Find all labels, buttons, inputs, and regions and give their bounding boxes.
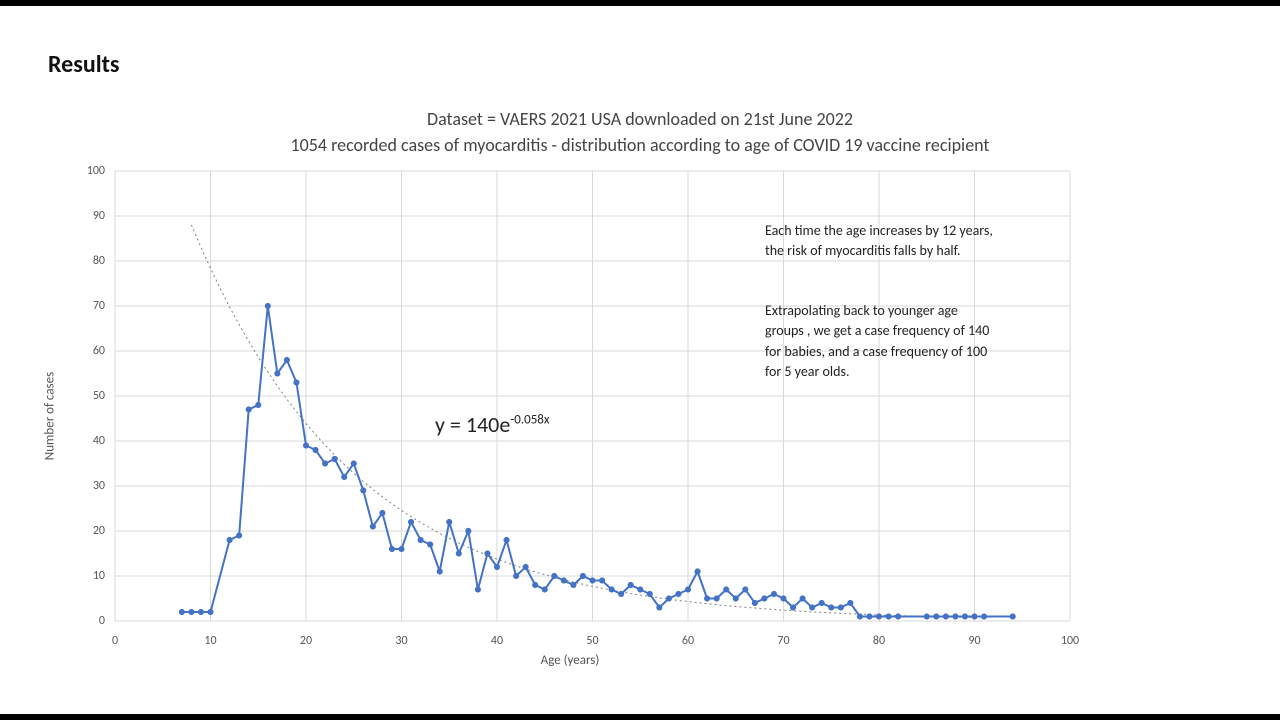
y-tick: 10 [75, 569, 105, 583]
y-axis-label: Number of cases [43, 372, 58, 460]
x-tick: 70 [777, 634, 789, 648]
x-tick: 50 [586, 634, 598, 648]
x-tick: 100 [1061, 634, 1079, 648]
x-tick: 80 [873, 634, 885, 648]
y-tick: 70 [75, 299, 105, 313]
y-tick: 90 [75, 209, 105, 223]
y-tick: 100 [75, 164, 105, 178]
y-tick: 50 [75, 389, 105, 403]
myocarditis-chart: Number of cases Age (years) y = 140e-0.0… [70, 166, 1070, 666]
trendline-equation: y = 140e-0.058x [435, 411, 550, 438]
subtitle-line-1: Dataset = VAERS 2021 USA downloaded on 2… [427, 108, 853, 130]
chart-subtitle: Dataset = VAERS 2021 USA downloaded on 2… [0, 106, 1280, 158]
annotation-halving: Each time the age increases by 12 years,… [765, 221, 995, 262]
y-tick: 30 [75, 479, 105, 493]
y-tick: 40 [75, 434, 105, 448]
x-tick: 30 [395, 634, 407, 648]
y-tick: 20 [75, 524, 105, 538]
x-tick: 90 [968, 634, 980, 648]
x-axis-label: Age (years) [70, 653, 1070, 668]
x-tick: 40 [491, 634, 503, 648]
slide: Results Dataset = VAERS 2021 USA downloa… [0, 6, 1280, 714]
page-title: Results [48, 50, 119, 79]
y-tick: 60 [75, 344, 105, 358]
y-tick: 80 [75, 254, 105, 268]
annotation-extrapolation: Extrapolating back to younger age groups… [765, 301, 995, 382]
subtitle-line-2: 1054 recorded cases of myocarditis - dis… [291, 134, 990, 156]
x-tick: 10 [204, 634, 216, 648]
x-tick: 0 [112, 634, 118, 648]
x-tick: 60 [682, 634, 694, 648]
x-tick: 20 [300, 634, 312, 648]
y-tick: 0 [75, 614, 105, 628]
